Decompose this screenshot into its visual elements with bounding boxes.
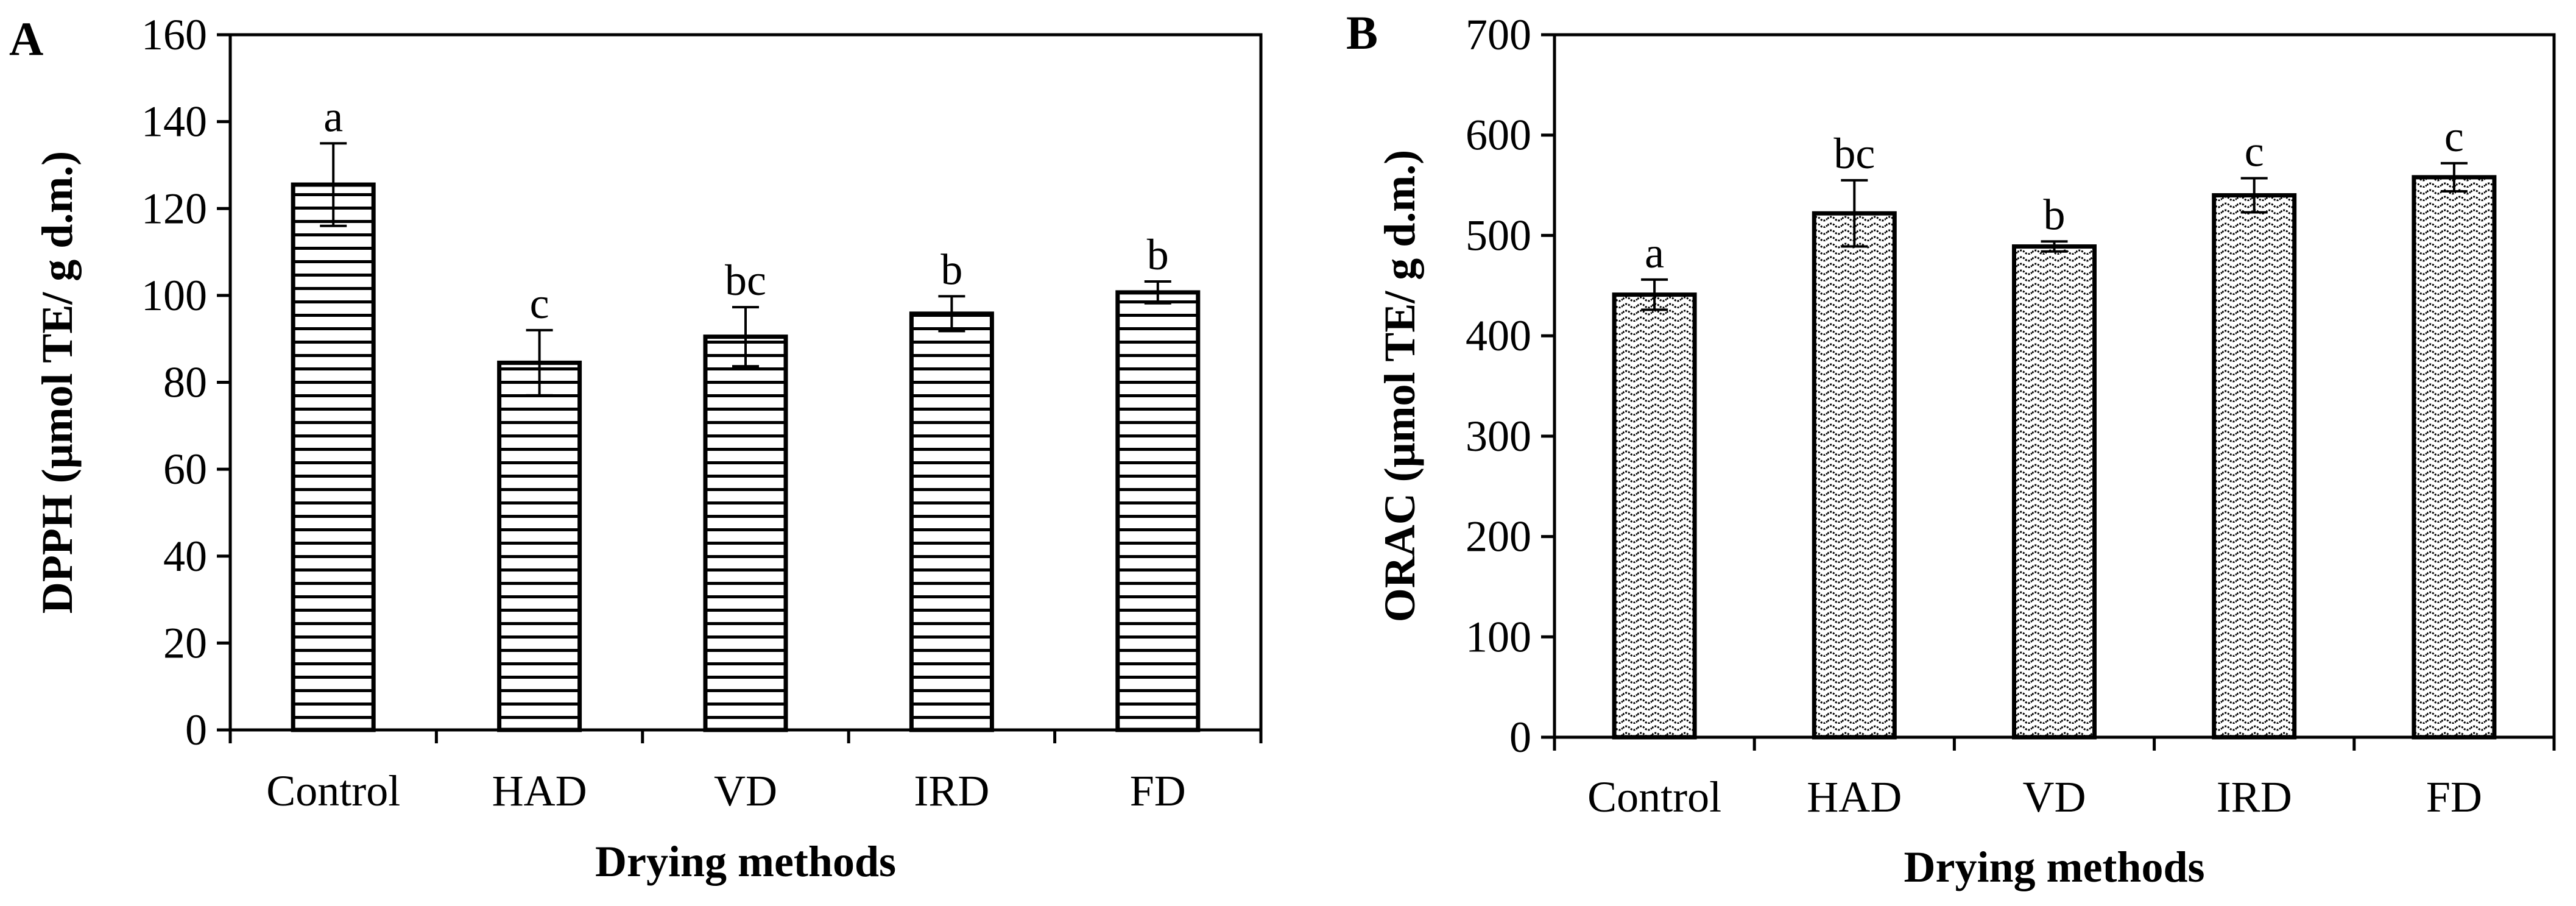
significance-label-vd: bc xyxy=(725,256,766,305)
bar-vd xyxy=(703,334,788,732)
y-axis-title: DPPH (μmol TE/ g d.m.) xyxy=(33,151,82,614)
x-axis-title: Drying methods xyxy=(595,837,896,886)
panel-a: A 0 20 40 60 80 100 120 140 160 a Control c HAD bc VD b I… xyxy=(9,10,1263,886)
category-label-control: Control xyxy=(1587,773,1721,821)
bar-had xyxy=(497,360,582,732)
category-label-had: HAD xyxy=(1807,773,1902,821)
significance-label-had: c xyxy=(530,279,549,328)
panel-b: B 0 100 200 300 400 500 600 700 a Control bc HAD b VD c… xyxy=(1346,6,2556,891)
bar-had xyxy=(1812,211,1897,740)
y-tick-label: 100 xyxy=(141,271,207,320)
x-axis-title: Drying methods xyxy=(1904,843,2204,891)
category-label-ird: IRD xyxy=(914,766,989,815)
y-tick-label: 0 xyxy=(185,706,207,754)
panel-letter-a: A xyxy=(9,12,43,65)
category-label-vd: VD xyxy=(714,766,777,815)
bar-fd xyxy=(2412,175,2497,740)
y-tick-label: 300 xyxy=(1466,412,1531,461)
bar-ird xyxy=(2212,193,2297,740)
y-tick-label: 140 xyxy=(141,97,207,146)
significance-label-fd: c xyxy=(2444,112,2464,161)
y-tick-label: 0 xyxy=(1509,713,1531,762)
y-tick-label: 60 xyxy=(163,445,207,494)
y-tick-label: 500 xyxy=(1466,211,1531,260)
category-label-vd: VD xyxy=(2023,773,2086,821)
significance-label-vd: b xyxy=(2044,190,2066,239)
bar-vd xyxy=(2012,244,2097,740)
bar-fd xyxy=(1115,290,1201,732)
y-tick-label: 20 xyxy=(163,618,207,667)
y-axis-title: ORAC (μmol TE/ g d.m.) xyxy=(1375,150,1424,623)
y-tick-label: 120 xyxy=(141,184,207,233)
significance-label-had: bc xyxy=(1833,129,1875,178)
significance-label-control: a xyxy=(323,92,343,141)
y-tick-label: 100 xyxy=(1466,612,1531,661)
significance-label-fd: b xyxy=(1147,230,1169,279)
significance-label-ird: b xyxy=(940,245,962,294)
y-tick-label: 400 xyxy=(1466,311,1531,360)
y-tick-label: 40 xyxy=(163,532,207,581)
y-tick-label: 80 xyxy=(163,358,207,407)
panel-letter-b: B xyxy=(1346,6,1378,59)
category-label-ird: IRD xyxy=(2217,773,2292,821)
y-tick-label: 160 xyxy=(141,10,207,59)
significance-label-control: a xyxy=(1645,228,1664,277)
category-label-fd: FD xyxy=(2426,773,2482,821)
y-tick-label: 600 xyxy=(1466,111,1531,160)
significance-label-ird: c xyxy=(2245,127,2264,176)
bar-control xyxy=(291,182,376,732)
category-label-control: Control xyxy=(266,766,400,815)
category-label-fd: FD xyxy=(1130,766,1186,815)
bar-control xyxy=(1612,292,1697,740)
y-tick-label: 700 xyxy=(1466,10,1531,59)
category-label-had: HAD xyxy=(492,766,587,815)
y-tick-label: 200 xyxy=(1466,512,1531,561)
bar-ird xyxy=(909,311,994,732)
